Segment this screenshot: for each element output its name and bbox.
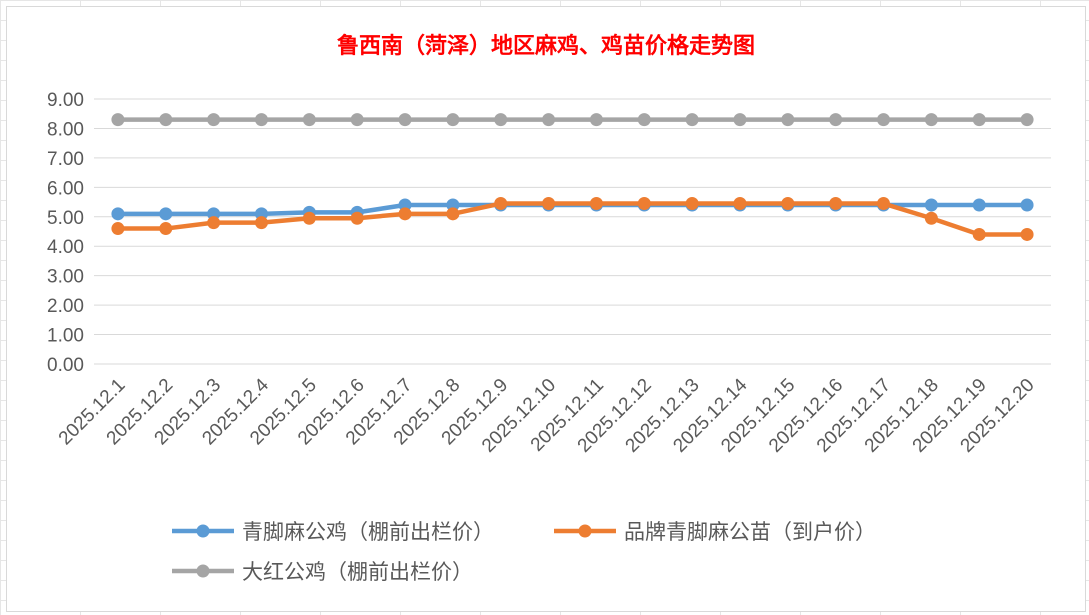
data-point [877, 113, 891, 127]
data-point [781, 197, 795, 211]
data-point [685, 113, 699, 127]
chart-title: 鲁西南（菏泽）地区麻鸡、鸡苗价格走势图 [336, 33, 755, 59]
data-point [254, 113, 268, 127]
data-point [1020, 198, 1034, 212]
data-point [302, 113, 316, 127]
y-tick-label: 7.00 [47, 149, 84, 170]
data-point [637, 113, 651, 127]
data-point [207, 113, 221, 127]
data-point [733, 197, 747, 211]
data-point [254, 216, 268, 230]
data-point [111, 222, 125, 236]
y-tick-label: 0.00 [47, 355, 84, 376]
data-point [972, 198, 986, 212]
data-point [302, 211, 316, 225]
legend-marker [578, 524, 592, 538]
legend: 青脚麻公鸡（棚前出栏价） 品牌青脚麻公苗（到户价） 大红公鸡（棚前出栏价） [172, 520, 876, 584]
data-point [972, 227, 986, 241]
price-trend-line-chart: 鲁西南（菏泽）地区麻鸡、鸡苗价格走势图 0.00 1.00 2.00 3.00 4.00… [47, 33, 1051, 584]
data-point [1020, 113, 1034, 127]
legend-item[interactable]: 青脚麻公鸡（棚前出栏价） [172, 520, 494, 544]
legend-label: 大红公鸡（棚前出栏价） [242, 560, 473, 584]
data-point [877, 197, 891, 211]
legend-item[interactable]: 大红公鸡（棚前出栏价） [172, 560, 473, 584]
data-point [494, 197, 508, 211]
data-point [398, 207, 412, 221]
data-point [637, 197, 651, 211]
data-point [207, 216, 221, 230]
data-point [446, 113, 460, 127]
data-point [159, 113, 173, 127]
y-tick-label: 4.00 [47, 237, 84, 258]
series-lines [111, 113, 1034, 241]
data-point [589, 113, 603, 127]
data-point [398, 113, 412, 127]
gridlines [94, 98, 1051, 365]
legend-marker [196, 564, 210, 578]
y-tick-label: 8.00 [47, 119, 84, 140]
series-group [111, 113, 1034, 127]
data-point [159, 222, 173, 236]
data-point [733, 113, 747, 127]
y-tick-label: 9.00 [47, 90, 84, 111]
legend-label: 品牌青脚麻公苗（到户价） [624, 520, 876, 544]
chart-area[interactable]: 鲁西南（菏泽）地区麻鸡、鸡苗价格走势图 0.00 1.00 2.00 3.00 4.00… [6, 6, 1086, 612]
y-tick-label: 2.00 [47, 296, 84, 317]
data-point [924, 198, 938, 212]
data-point [781, 113, 795, 127]
y-tick-label: 1.00 [47, 326, 84, 347]
data-point [1020, 227, 1034, 241]
data-point [924, 113, 938, 127]
data-point [685, 197, 699, 211]
data-point [111, 207, 125, 221]
data-point [350, 113, 364, 127]
data-point [589, 197, 603, 211]
data-point [829, 113, 843, 127]
data-point [494, 113, 508, 127]
data-point [111, 113, 125, 127]
data-point [924, 211, 938, 225]
y-axis-tick-labels: 0.00 1.00 2.00 3.00 4.00 5.00 6.00 7.00 8.00 9.00 [47, 90, 84, 376]
data-point [829, 197, 843, 211]
data-point [159, 207, 173, 221]
data-point [446, 207, 460, 221]
data-point [972, 113, 986, 127]
y-tick-label: 3.00 [47, 267, 84, 288]
y-tick-label: 5.00 [47, 208, 84, 229]
x-axis-tick-labels: 2025.12.12025.12.22025.12.32025.12.42025… [55, 374, 1039, 456]
y-tick-label: 6.00 [47, 178, 84, 199]
series-line [117, 201, 1028, 237]
series-group [111, 197, 1034, 241]
legend-marker [196, 524, 210, 538]
legend-item[interactable]: 品牌青脚麻公苗（到户价） [554, 520, 876, 544]
data-point [542, 197, 556, 211]
data-point [542, 113, 556, 127]
data-point [350, 211, 364, 225]
legend-label: 青脚麻公鸡（棚前出栏价） [242, 520, 494, 544]
